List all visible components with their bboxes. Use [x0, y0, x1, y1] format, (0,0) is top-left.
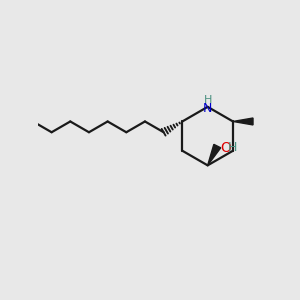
- Polygon shape: [208, 144, 221, 165]
- Text: O: O: [220, 141, 231, 154]
- Text: N: N: [203, 102, 212, 115]
- Text: H: H: [203, 95, 212, 105]
- Polygon shape: [233, 118, 253, 125]
- Text: H: H: [228, 141, 237, 154]
